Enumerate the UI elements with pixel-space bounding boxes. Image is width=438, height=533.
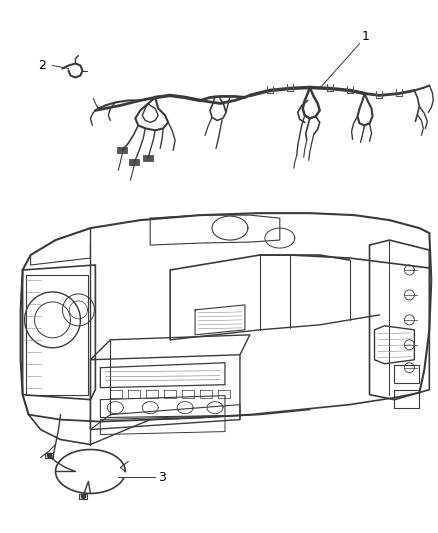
- Polygon shape: [129, 159, 139, 165]
- Text: 3: 3: [158, 471, 166, 484]
- Polygon shape: [143, 155, 153, 161]
- Polygon shape: [117, 147, 127, 154]
- Text: 1: 1: [361, 30, 369, 43]
- Text: 2: 2: [39, 59, 46, 72]
